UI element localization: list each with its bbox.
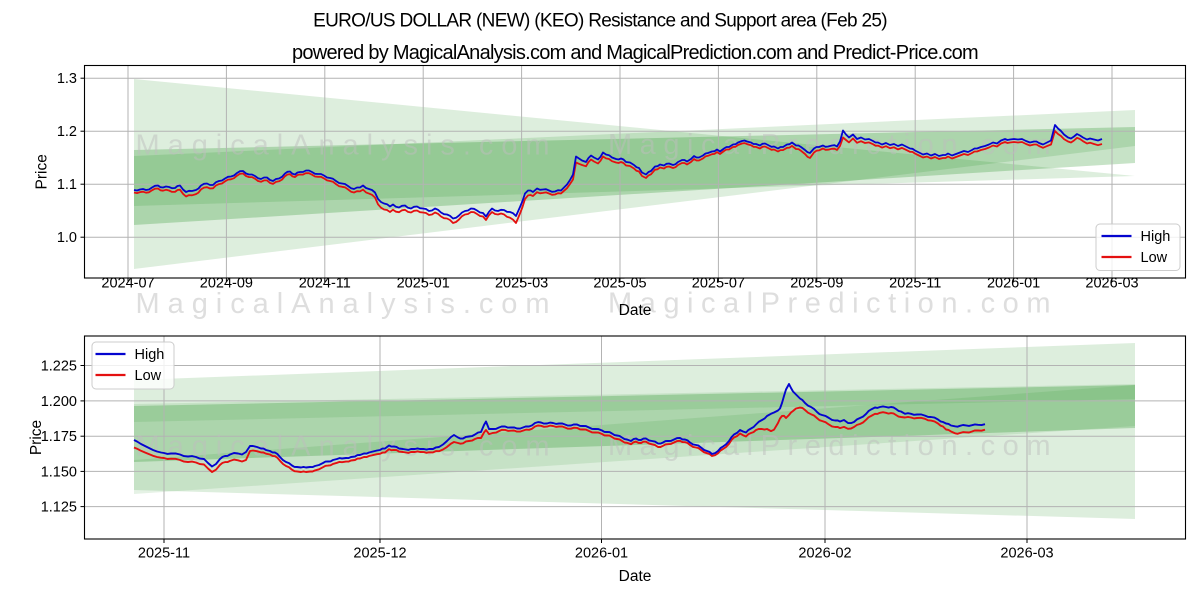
svg-text:1.1: 1.1 <box>57 177 77 193</box>
svg-text:1.0: 1.0 <box>57 230 77 246</box>
svg-text:MagicalAnalysis.com: MagicalAnalysis.com <box>136 288 558 320</box>
svg-text:1.175: 1.175 <box>41 429 77 445</box>
svg-text:1.150: 1.150 <box>41 464 77 480</box>
svg-text:Price: Price <box>28 420 45 455</box>
svg-text:2026-01: 2026-01 <box>575 546 628 562</box>
svg-text:2026-01: 2026-01 <box>987 276 1040 292</box>
svg-text:High: High <box>135 347 165 363</box>
svg-text:MagicalAnalysis.com: MagicalAnalysis.com <box>136 431 558 463</box>
svg-text:2026-02: 2026-02 <box>798 546 851 562</box>
svg-text:High: High <box>1141 229 1171 245</box>
svg-text:2025-11: 2025-11 <box>138 546 190 562</box>
svg-text:2025-12: 2025-12 <box>353 546 406 562</box>
svg-text:1.2: 1.2 <box>57 124 77 140</box>
svg-text:2025-05: 2025-05 <box>593 276 646 292</box>
svg-text:1.125: 1.125 <box>41 500 77 516</box>
svg-text:1.3: 1.3 <box>57 71 77 87</box>
svg-text:Price: Price <box>34 154 51 189</box>
svg-text:2025-01: 2025-01 <box>397 276 450 292</box>
svg-text:2025-03: 2025-03 <box>495 276 548 292</box>
svg-text:2025-09: 2025-09 <box>790 276 843 292</box>
svg-text:MagicalPrediction.com: MagicalPrediction.com <box>608 430 1058 462</box>
svg-text:Date: Date <box>619 568 652 585</box>
svg-text:Low: Low <box>135 368 162 384</box>
svg-text:EURO/US DOLLAR (NEW) (KEO) Res: EURO/US DOLLAR (NEW) (KEO) Resistance an… <box>313 11 887 32</box>
svg-text:2024-09: 2024-09 <box>200 276 253 292</box>
svg-text:powered by MagicalAnalysis.com: powered by MagicalAnalysis.com and Magic… <box>292 42 978 64</box>
svg-text:Low: Low <box>1141 250 1168 266</box>
svg-text:2024-11: 2024-11 <box>299 276 351 292</box>
svg-text:2025-07: 2025-07 <box>692 276 745 292</box>
svg-text:2025-11: 2025-11 <box>889 276 941 292</box>
svg-text:2024-07: 2024-07 <box>101 276 154 292</box>
svg-text:MagicalPrediction.com: MagicalPrediction.com <box>608 129 1058 161</box>
svg-text:Date: Date <box>619 302 652 319</box>
svg-text:1.200: 1.200 <box>41 394 77 410</box>
svg-text:MagicalAnalysis.com: MagicalAnalysis.com <box>136 130 558 162</box>
svg-text:2026-03: 2026-03 <box>1085 276 1138 292</box>
svg-text:1.225: 1.225 <box>41 359 77 375</box>
svg-text:2026-03: 2026-03 <box>1000 546 1053 562</box>
svg-text:MagicalPrediction.com: MagicalPrediction.com <box>608 288 1058 320</box>
